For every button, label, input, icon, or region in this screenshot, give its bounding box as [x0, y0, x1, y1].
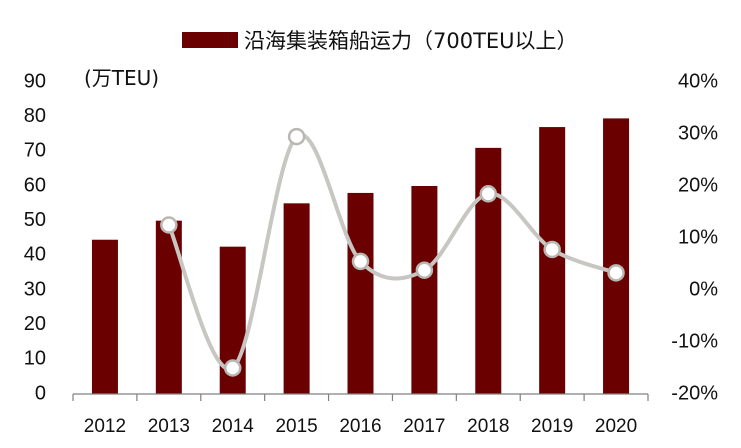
legend: 沿海集装箱船运力（700TEU以上） [182, 29, 578, 53]
x-tick-label-2014: 2014 [212, 416, 255, 437]
point-2018 [479, 185, 498, 203]
left-tick-label-70: 70 [24, 140, 46, 162]
right-tick-label-40: 40% [678, 70, 718, 92]
left-tick-label-60: 60 [24, 174, 46, 196]
bar-2015 [283, 203, 310, 394]
legend-label-capacity: 沿海集装箱船运力（700TEU以上） [244, 29, 578, 53]
bar-2020 [603, 118, 630, 395]
x-axis-ticks [72, 394, 649, 401]
x-tick-label-2015: 2015 [275, 416, 317, 437]
left-tick-label-40: 40 [24, 244, 46, 266]
bar-2012 [91, 239, 118, 394]
x-tick-label-2012: 2012 [84, 416, 126, 437]
point-2016 [351, 252, 370, 271]
x-tick-label-2020: 2020 [595, 416, 637, 437]
x-axis-labels: 2012 2013 2014 2015 2016 2017 2018 2019 2020 [84, 416, 637, 437]
x-tick-label-2019: 2019 [531, 416, 573, 437]
left-axis-ticks: 0 10 20 30 40 50 60 70 80 90 [24, 70, 46, 404]
point-2020 [607, 264, 625, 282]
right-tick-label-0: 0% [689, 278, 718, 300]
point-2014 [223, 359, 242, 377]
x-tick-label-2018: 2018 [467, 416, 509, 437]
x-tick-label-2016: 2016 [339, 416, 381, 437]
right-tick-label--20: -20% [671, 382, 718, 404]
bar-2016 [347, 192, 374, 394]
legend-swatch-capacity [182, 32, 238, 48]
right-tick-label-10: 10% [678, 226, 718, 248]
right-axis-ticks: -20% -10% 0% 10% 20% 30% 40% [671, 70, 718, 404]
bar-2019 [539, 127, 566, 395]
bar-2017 [411, 186, 438, 394]
right-tick-label-20: 20% [678, 174, 718, 196]
x-tick-label-2013: 2013 [148, 416, 190, 437]
left-tick-label-80: 80 [24, 105, 46, 127]
left-tick-label-30: 30 [24, 278, 46, 300]
right-tick-label-30: 30% [678, 122, 718, 144]
left-tick-label-90: 90 [24, 70, 46, 92]
point-2013 [160, 216, 178, 234]
point-2015 [287, 127, 306, 146]
point-2017 [415, 261, 434, 279]
right-tick-label--10: -10% [671, 330, 718, 352]
left-tick-label-20: 20 [24, 313, 46, 335]
bar-2018 [475, 147, 502, 394]
left-tick-label-0: 0 [35, 382, 46, 404]
left-tick-label-50: 50 [24, 209, 46, 231]
point-2019 [543, 240, 561, 259]
left-axis-unit-label: (万TEU) [84, 66, 159, 90]
x-tick-label-2017: 2017 [403, 416, 445, 437]
growth-points [160, 127, 625, 377]
left-tick-label-10: 10 [24, 348, 46, 370]
